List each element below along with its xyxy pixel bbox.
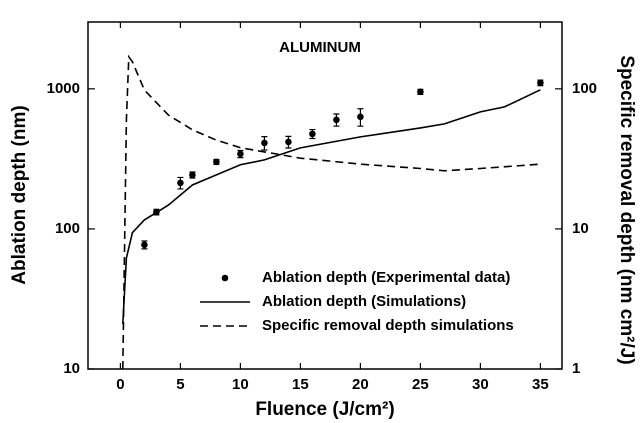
data-point bbox=[237, 150, 244, 158]
y-axis-label: Ablation depth (nm) bbox=[9, 105, 30, 284]
x-axis-label: Fluence (J/cm²) bbox=[255, 399, 394, 420]
x-tick-label: 10 bbox=[232, 376, 249, 393]
legend-label: Ablation depth (Experimental data) bbox=[262, 269, 510, 286]
legend-label: Ablation depth (Simulations) bbox=[262, 293, 466, 310]
x-tick-label: 25 bbox=[412, 376, 429, 393]
x-tick-label: 5 bbox=[176, 376, 184, 393]
y-tick-label: 10 bbox=[63, 360, 80, 377]
y2-tick-label: 1 bbox=[572, 360, 580, 377]
data-point bbox=[309, 130, 316, 138]
legend-marker bbox=[221, 274, 229, 282]
sim-line bbox=[122, 89, 541, 324]
y-tick-label: 1000 bbox=[47, 80, 80, 97]
annotation: ALUMINUM bbox=[279, 39, 361, 56]
y2-axis-label: Specific removal depth (nm cm²/J) bbox=[616, 55, 637, 364]
x-tick-label: 30 bbox=[472, 376, 489, 393]
data-point bbox=[189, 171, 196, 179]
legend-label: Specific removal depth simulations bbox=[262, 317, 514, 334]
data-point bbox=[333, 116, 340, 124]
data-point bbox=[537, 79, 544, 87]
sim-line bbox=[122, 54, 541, 370]
data-point bbox=[417, 88, 424, 96]
y2-tick-label: 100 bbox=[572, 80, 597, 97]
y2-tick-label: 10 bbox=[572, 220, 589, 237]
x-tick-label: 15 bbox=[292, 376, 309, 393]
data-point bbox=[141, 241, 148, 249]
x-tick-label: 20 bbox=[352, 376, 369, 393]
data-point bbox=[357, 113, 364, 121]
data-point bbox=[213, 158, 220, 166]
y-tick-label: 100 bbox=[55, 220, 80, 237]
x-tick-label: 35 bbox=[532, 376, 549, 393]
plot-frame bbox=[87, 21, 563, 370]
data-point bbox=[261, 139, 268, 147]
data-point bbox=[177, 179, 184, 187]
x-tick-label: 0 bbox=[116, 376, 124, 393]
data-point bbox=[285, 138, 292, 146]
